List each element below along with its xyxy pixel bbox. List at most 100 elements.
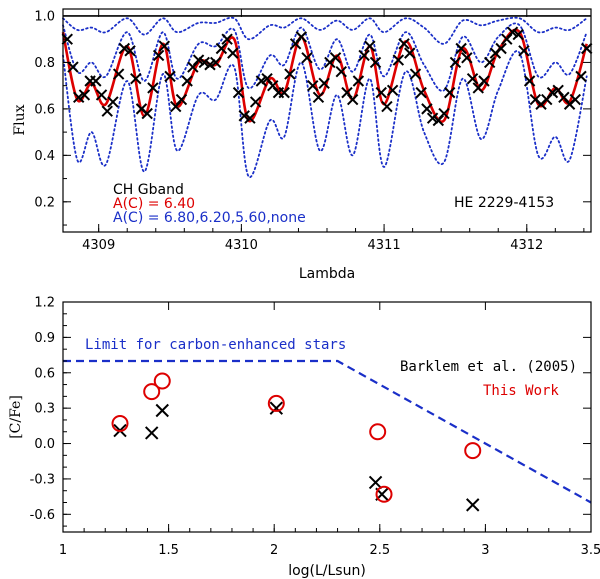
series-line-a-c-5-60 [62, 16, 588, 45]
observed-point [124, 45, 136, 57]
this-work-point [143, 383, 161, 401]
observed-point [438, 107, 450, 120]
observed-point [67, 61, 79, 73]
observed-point [107, 96, 119, 108]
observed-point [112, 68, 125, 80]
spectrum-series-layer [61, 15, 591, 178]
observed-point [78, 89, 91, 101]
y-tick-label: 0.6 [34, 102, 55, 117]
observed-point [209, 56, 222, 69]
observed-point [369, 56, 382, 69]
observed-points-layer [61, 26, 593, 127]
observed-point [244, 112, 256, 124]
carbon-plot-frame [62, 301, 592, 533]
limit-label: Limit for carbon-enhanced stars [85, 337, 346, 353]
observed-point [249, 96, 262, 108]
y-tick-label: 0.9 [34, 331, 55, 346]
observed-point [518, 45, 530, 57]
alternate-abundances-label: A(C) = 6.80,6.20,5.60,none [113, 210, 306, 226]
x-tick-label: 4309 [82, 238, 115, 253]
y-tick-label: 0.8 [34, 56, 55, 71]
y-tick-label: -0.6 [30, 508, 55, 523]
carbon-panel: 1 1.5 2 2.5 3 3.5 -0.6 -0.3 0.0 0.3 0.6 0.9 1.2 Limi… [8, 296, 600, 579]
barklem-point [144, 426, 159, 440]
x-tick-label: 4310 [225, 238, 258, 253]
best-abundance-label: A(C) = 6.40 [113, 196, 195, 212]
y-tick-label: 0.0 [34, 437, 55, 452]
observed-point [295, 31, 308, 43]
series-line-a-c-6-20 [62, 22, 588, 92]
legend-barklem: Barklem et al. (2005) [400, 359, 577, 375]
observed-point [95, 89, 108, 101]
barklem-point [155, 403, 169, 418]
observed-point [398, 38, 410, 50]
y-tick-label: -0.3 [30, 472, 55, 487]
observed-point [392, 54, 405, 66]
x-tick-label: 4311 [368, 238, 401, 253]
observed-point [232, 86, 245, 99]
y-tick-label: 0.2 [34, 195, 55, 210]
observed-point [581, 42, 593, 55]
observed-point [318, 77, 330, 90]
observed-point [335, 66, 347, 78]
observed-point [346, 93, 359, 106]
observed-point [164, 70, 176, 83]
x-tick-label: 3.5 [581, 543, 600, 558]
observed-point [404, 47, 416, 59]
observed-point [461, 52, 473, 64]
barklem-point [269, 401, 284, 415]
observed-point [483, 56, 496, 69]
carbon-series-layer [63, 359, 592, 512]
this-work-point [267, 394, 285, 412]
observed-point [455, 42, 467, 55]
observed-point [90, 75, 102, 87]
x-tick-label: 2 [270, 543, 278, 558]
observed-point [278, 86, 290, 99]
series-line-a-c-6-80 [62, 50, 588, 178]
y-tick-label: 0.4 [34, 149, 55, 164]
observed-point [301, 52, 313, 64]
this-work-point [464, 442, 482, 460]
observed-point [158, 40, 171, 52]
x-tick-label: 4312 [510, 238, 543, 253]
carbon-x-axis-label: log(L/Lsun) [288, 563, 366, 579]
observed-point [444, 86, 456, 99]
observed-point [358, 49, 370, 62]
this-work-point [375, 485, 393, 503]
carbon-y-axis-label: [C/Fe] [8, 395, 24, 439]
observed-point [130, 72, 142, 85]
this-work-point [111, 414, 129, 432]
observed-point [364, 40, 376, 52]
observed-point [141, 107, 153, 120]
x-tick-label: 3 [481, 543, 489, 558]
y-tick-label: 0.6 [34, 366, 55, 381]
observed-point [421, 103, 433, 115]
spectrum-x-axis-label: Lambda [299, 266, 355, 282]
observed-point [478, 75, 490, 87]
observed-point [61, 33, 73, 45]
y-tick-label: 1.0 [34, 9, 55, 24]
barklem-point [368, 475, 383, 490]
y-tick-label: 1.2 [34, 296, 55, 311]
x-tick-label: 1 [59, 543, 67, 558]
ch-gband-label: CH Gband [113, 182, 184, 198]
observed-point [181, 75, 193, 87]
y-tick-label: 0.3 [34, 402, 55, 417]
observed-point [312, 91, 325, 103]
observed-point [575, 70, 587, 83]
observed-point [221, 33, 233, 45]
observed-point [152, 49, 165, 62]
spectrum-panel: 4309 4310 4311 4312 0.2 0.4 0.6 0.8 1.0 CH Gband… [12, 8, 593, 282]
observed-point [175, 93, 188, 106]
observed-point [352, 75, 365, 87]
observed-point [409, 68, 422, 80]
barklem-point [466, 498, 480, 512]
observed-point [329, 52, 342, 64]
observed-point [307, 79, 319, 92]
observed-point [495, 42, 507, 55]
observed-point [523, 75, 536, 87]
observed-point [375, 86, 387, 99]
legend-this-work: This Work [483, 383, 559, 399]
observed-point [449, 56, 462, 69]
